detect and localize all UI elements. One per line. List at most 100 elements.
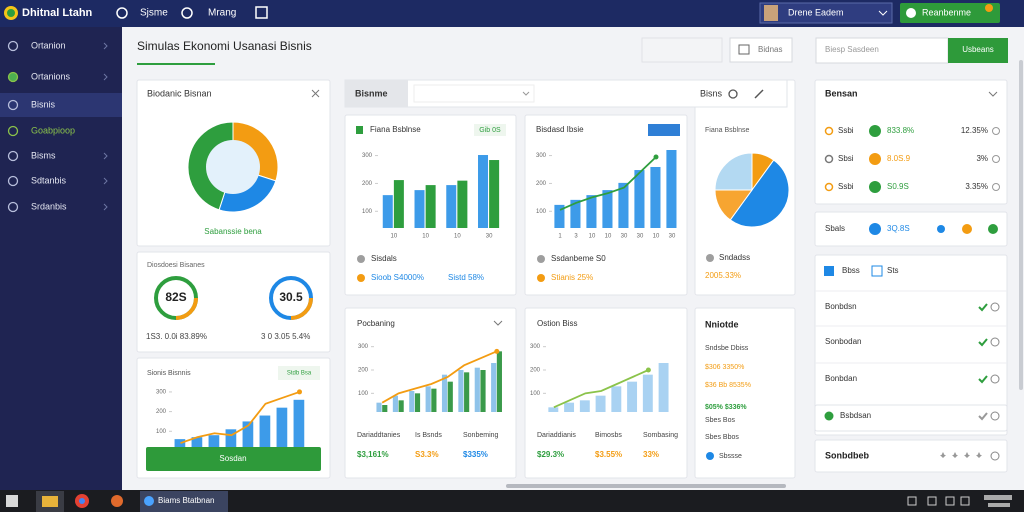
start-button[interactable] xyxy=(6,495,18,507)
status-icon xyxy=(962,224,972,234)
browser-icon xyxy=(79,498,85,504)
x-tick-label: 10 xyxy=(422,234,429,240)
bar xyxy=(293,399,305,447)
stat-value: $3,161% xyxy=(357,450,389,459)
caption: Sabanssie bena xyxy=(204,227,262,236)
gauge-arc xyxy=(175,297,198,320)
legend-label: Stianis 25% xyxy=(551,273,593,282)
tray-icon xyxy=(945,496,955,506)
bar xyxy=(242,421,254,447)
star xyxy=(952,452,958,458)
clock xyxy=(984,495,1012,500)
clock xyxy=(988,503,1010,507)
gauge-arc xyxy=(290,297,313,320)
y-tick-label: 300 xyxy=(358,344,369,350)
row-value: 8.0S.9 xyxy=(887,154,911,163)
tab[interactable] xyxy=(345,80,408,107)
chevron xyxy=(988,91,998,97)
primary-button[interactable] xyxy=(146,447,321,471)
task-item: Sonbodan xyxy=(825,337,861,346)
bar xyxy=(431,388,437,412)
note-line: $05% $336% xyxy=(705,404,747,411)
note-dot xyxy=(706,452,714,460)
search-icon xyxy=(728,89,738,99)
chevron xyxy=(103,73,108,81)
filter-button[interactable] xyxy=(729,37,793,63)
search-button[interactable] xyxy=(948,38,1008,63)
card-title: Bisdasd Ibsie xyxy=(536,125,584,134)
note-line: Sbssse xyxy=(719,453,742,460)
select[interactable] xyxy=(413,84,535,103)
sidebar-icon xyxy=(7,71,19,83)
bar xyxy=(478,155,489,228)
bar xyxy=(208,435,220,447)
status-badge xyxy=(869,223,881,235)
x-tick-label: 10 xyxy=(653,234,660,240)
star xyxy=(940,452,946,458)
card xyxy=(814,439,1008,473)
task-item: Bonbdsn xyxy=(825,302,857,311)
stat-label: Dariaddianis xyxy=(537,432,576,439)
search-input[interactable] xyxy=(815,37,949,64)
stat-value: $3.55% xyxy=(595,450,622,459)
legend-label: Sistd 58% xyxy=(448,273,484,282)
y-tick-label: 100 xyxy=(536,209,547,215)
donut-hole xyxy=(206,140,260,194)
y-tick-label: 100 xyxy=(362,209,373,215)
task-toggle xyxy=(990,302,1000,312)
status-value: 3Q.8S xyxy=(887,224,910,233)
bar xyxy=(595,395,606,412)
row-right: 3% xyxy=(976,154,988,163)
user-menu[interactable] xyxy=(759,2,893,24)
star xyxy=(964,452,970,458)
window-button[interactable] xyxy=(140,491,228,512)
gauge-caption: 3 0 3.05 5.4% xyxy=(261,332,310,341)
close-icon xyxy=(311,89,320,98)
sidebar-item: Goabpioop xyxy=(31,125,75,135)
bar xyxy=(376,402,382,412)
row-icon xyxy=(824,154,834,164)
line-end xyxy=(494,348,500,354)
action-label: Reanbenme xyxy=(922,7,971,17)
task-toggle xyxy=(990,374,1000,384)
button-label: Sosdan xyxy=(219,454,246,463)
x-tick-label: 10 xyxy=(589,234,596,240)
legend-label: Ssdanbeme S0 xyxy=(551,254,606,263)
row-value: S0.9S xyxy=(887,182,909,191)
button-icon xyxy=(906,8,916,18)
legend-dot xyxy=(357,255,365,263)
row-badge xyxy=(869,125,881,137)
scrollbar-vertical[interactable] xyxy=(1019,60,1023,390)
nav-icon xyxy=(181,7,193,19)
action-button[interactable] xyxy=(900,3,1000,23)
card xyxy=(694,307,796,479)
search-button-label: Usbeans xyxy=(962,45,994,54)
bar xyxy=(491,363,497,412)
chevron xyxy=(103,42,108,50)
row-toggle xyxy=(992,155,1000,163)
card-title: Fiana Bsblnse xyxy=(370,125,421,134)
task-icon xyxy=(824,411,834,421)
x-tick-label: 30 xyxy=(486,234,493,240)
task-item: Bsbdsan xyxy=(840,411,871,420)
stat-label: Sombasing xyxy=(643,432,678,439)
bar xyxy=(382,405,388,412)
x-tick-label: 30 xyxy=(621,234,628,240)
badge xyxy=(278,366,320,380)
bar xyxy=(634,170,645,228)
status-icon xyxy=(988,224,998,234)
sidebar-item: Ortanions xyxy=(31,71,71,81)
y-tick-label: 100 xyxy=(530,391,541,397)
card-title: Bisns xyxy=(700,88,723,98)
bar xyxy=(464,372,470,412)
chevron xyxy=(103,152,108,160)
bar xyxy=(658,363,669,412)
active-item xyxy=(0,93,122,117)
bar xyxy=(174,439,186,447)
sidebar-icon xyxy=(7,99,19,111)
bar xyxy=(627,381,638,412)
scrollbar-horizontal[interactable] xyxy=(506,484,786,488)
select[interactable] xyxy=(641,37,723,63)
status-icon xyxy=(937,225,945,233)
